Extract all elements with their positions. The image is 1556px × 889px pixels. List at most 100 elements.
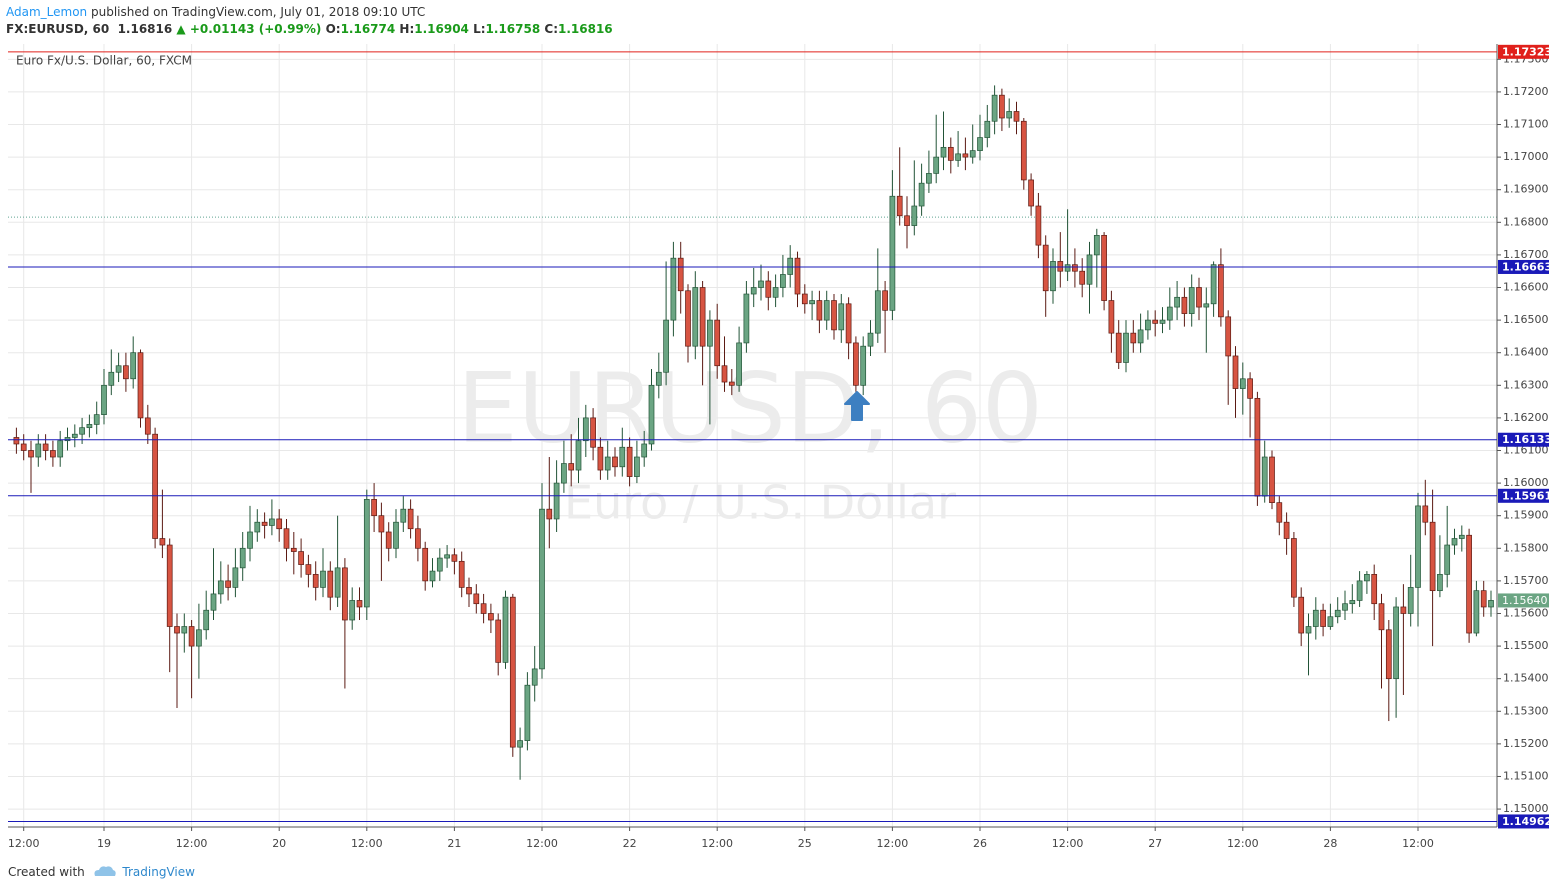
- candle-body: [1188, 287, 1195, 314]
- footer: Created with TradingView: [8, 862, 195, 879]
- created-with: Created with: [8, 865, 85, 879]
- candle-body: [1480, 590, 1487, 608]
- brand[interactable]: TradingView: [122, 865, 195, 879]
- candle-body: [772, 287, 779, 298]
- candle-body: [1006, 111, 1013, 119]
- candle-body: [93, 414, 100, 425]
- candle-body: [1320, 609, 1326, 627]
- y-tick-label: 1.16100: [1503, 443, 1549, 456]
- candle-body: [853, 342, 859, 386]
- candle-body: [1400, 606, 1407, 614]
- candle-body: [1101, 234, 1107, 301]
- y-tick-label: 1.16500: [1503, 313, 1549, 326]
- candle-body: [152, 433, 158, 539]
- candle-body: [1174, 296, 1180, 308]
- candle-body: [1159, 319, 1166, 324]
- candle-body: [707, 319, 713, 347]
- author[interactable]: Adam_Lemon: [6, 5, 88, 19]
- candle-body: [422, 547, 429, 582]
- candle-body: [1050, 261, 1056, 292]
- candle-body: [115, 365, 122, 373]
- level-label: 1.17323: [1502, 45, 1552, 58]
- candle-body: [524, 684, 531, 741]
- candle-body: [1115, 332, 1122, 363]
- level-label-box: [1498, 814, 1549, 829]
- candle-body: [363, 499, 370, 608]
- candle-body: [283, 528, 290, 549]
- x-tick-label: 28: [1323, 837, 1337, 850]
- candle-body: [378, 515, 385, 533]
- candle-body: [619, 446, 626, 468]
- candle-body: [597, 446, 604, 471]
- candle-body: [648, 384, 655, 445]
- arrow-annotation: [844, 391, 870, 421]
- candle-body: [1415, 505, 1421, 588]
- y-tick-label: 1.16800: [1503, 215, 1549, 228]
- candle-body: [144, 417, 151, 435]
- x-tick-label: 12:00: [1052, 837, 1084, 850]
- level-label: 1.16663: [1502, 260, 1552, 273]
- candle-body: [1407, 587, 1414, 614]
- candle-body: [780, 274, 786, 288]
- candle-body: [290, 547, 297, 552]
- candle-body: [1342, 603, 1348, 611]
- x-tick-label: 25: [798, 837, 812, 850]
- x-tick-label: 12:00: [877, 837, 909, 850]
- candle-body: [531, 668, 538, 686]
- candle-body: [159, 538, 166, 546]
- candle-body: [1196, 287, 1202, 308]
- candle-body: [1181, 296, 1188, 314]
- candle-body: [1444, 544, 1451, 575]
- y-tick-label: 1.17000: [1503, 150, 1549, 163]
- level-label: 1.16133: [1502, 433, 1552, 446]
- o-label: O:: [325, 22, 341, 36]
- x-tick-label: 12:00: [8, 837, 40, 850]
- candle-body: [1020, 120, 1027, 181]
- candle-body: [1466, 534, 1472, 634]
- level-label-box: [1498, 259, 1549, 274]
- axes: 1.15000 1.15100 1.15200 1.15300 1.15400 1.155…: [8, 44, 1552, 850]
- candle-body: [1239, 378, 1246, 389]
- candle-body: [1261, 456, 1268, 497]
- candle-body: [1057, 261, 1064, 272]
- candle-body: [1349, 600, 1356, 605]
- candle-body: [831, 300, 837, 331]
- candle-body: [750, 287, 757, 295]
- candle-body: [721, 365, 728, 383]
- candle-body: [188, 626, 195, 647]
- x-tick-label: 12:00: [176, 837, 208, 850]
- candle-body: [1429, 521, 1436, 592]
- candle-body: [1232, 355, 1239, 389]
- candle-body: [181, 626, 188, 634]
- candle-body: [1072, 264, 1078, 272]
- last-price-label: 1.15640: [1502, 594, 1548, 607]
- candle-body: [765, 280, 772, 298]
- candle-body: [458, 560, 465, 588]
- candle-body: [42, 443, 49, 451]
- h-label: H:: [399, 22, 415, 36]
- c-value: 1.16816: [558, 22, 613, 36]
- y-tick-label: 1.15800: [1503, 541, 1549, 554]
- y-tick-label: 1.15400: [1503, 672, 1549, 685]
- candle-body: [1218, 264, 1224, 318]
- candle-body: [699, 287, 706, 347]
- candle-body: [429, 570, 436, 582]
- candle-body: [1269, 456, 1275, 504]
- logo-cloud: [94, 866, 116, 876]
- candle-body: [1247, 378, 1253, 399]
- candle-body: [64, 437, 71, 442]
- candle-body: [801, 293, 808, 305]
- candle-body: [495, 619, 502, 663]
- x-tick-label: 21: [447, 837, 461, 850]
- candle-body: [940, 146, 947, 158]
- candle-body: [845, 303, 852, 344]
- candle-body: [1458, 534, 1465, 539]
- y-tick-label: 1.15500: [1503, 639, 1549, 652]
- candle-body: [407, 508, 414, 530]
- y-tick-label: 1.17100: [1503, 118, 1549, 131]
- last: 1.16816: [117, 22, 173, 36]
- x-tick-label: 27: [1148, 837, 1162, 850]
- candle-body: [1364, 574, 1370, 582]
- published: published on TradingView.com, July 01, 2…: [90, 5, 426, 19]
- candle-body: [1378, 603, 1385, 631]
